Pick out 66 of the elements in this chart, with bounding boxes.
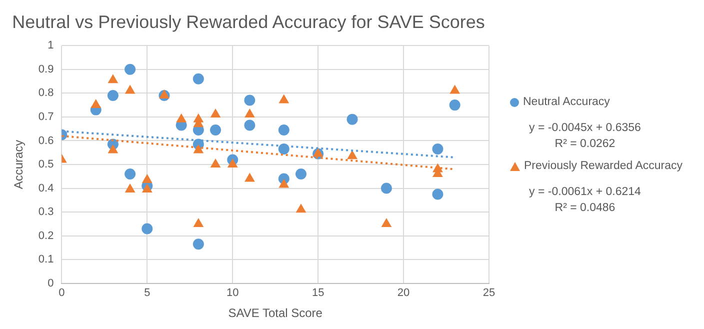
y-tick-label: 0.1 bbox=[38, 254, 54, 266]
y-tick-label: 0.8 bbox=[38, 87, 54, 100]
x-tick-label: 25 bbox=[482, 287, 496, 300]
y-tick-label: 0.5 bbox=[38, 158, 54, 171]
x-tick-label: 15 bbox=[312, 287, 324, 300]
text: y = -0.0045x + 0.6356 bbox=[528, 121, 642, 136]
point bbox=[176, 114, 186, 122]
point bbox=[278, 124, 290, 136]
point bbox=[449, 100, 460, 111]
y-tick-label: 0.4 bbox=[38, 182, 54, 194]
point bbox=[228, 159, 238, 168]
x-axis-title: SAVE Total Score bbox=[228, 306, 323, 320]
point bbox=[210, 124, 222, 136]
y-tick-label: 0.6 bbox=[38, 134, 54, 147]
point bbox=[210, 159, 220, 168]
point bbox=[432, 144, 444, 155]
point bbox=[159, 90, 170, 99]
point bbox=[192, 238, 204, 250]
point bbox=[346, 114, 358, 125]
point bbox=[380, 182, 392, 194]
legend-label: Previously Rewarded Accuracy bbox=[524, 160, 683, 172]
y-tick-label: 0.7 bbox=[38, 110, 54, 123]
y-tick-label: 1 bbox=[48, 40, 54, 52]
point bbox=[278, 144, 290, 155]
x-tick-label: 5 bbox=[144, 287, 150, 300]
text: y = -0.0061x + 0.6214 bbox=[528, 185, 642, 200]
y-tick-label: 0.3 bbox=[38, 206, 54, 218]
x-tick-label: 20 bbox=[397, 287, 410, 300]
point bbox=[124, 64, 136, 75]
y-tick-label: 0.9 bbox=[38, 63, 54, 76]
text: R² = 0.0486 bbox=[554, 201, 616, 216]
y-tick-label: 0.2 bbox=[38, 230, 54, 242]
chart-title: Neutral vs Previously Rewarded Accuracy for SAVE Scores bbox=[12, 12, 485, 32]
point bbox=[295, 168, 306, 180]
point bbox=[194, 144, 204, 154]
x-tick-label: 10 bbox=[226, 287, 239, 300]
point bbox=[108, 144, 118, 154]
point bbox=[313, 148, 323, 157]
point bbox=[192, 73, 204, 84]
point bbox=[244, 173, 255, 182]
point bbox=[107, 90, 118, 102]
point bbox=[244, 94, 256, 106]
x-tick-label: 0 bbox=[58, 287, 65, 300]
legend-label: Neutral Accuracy bbox=[523, 96, 610, 108]
point bbox=[91, 100, 101, 108]
point bbox=[450, 85, 460, 94]
text: R² = 0.0262 bbox=[554, 137, 616, 152]
point bbox=[124, 168, 136, 180]
point bbox=[142, 184, 152, 192]
point bbox=[244, 109, 255, 118]
point bbox=[194, 218, 204, 227]
point bbox=[296, 204, 306, 213]
point bbox=[347, 150, 358, 160]
point bbox=[432, 188, 444, 200]
point bbox=[142, 174, 152, 183]
point bbox=[125, 85, 135, 94]
point bbox=[244, 120, 256, 131]
point bbox=[279, 179, 289, 188]
point bbox=[382, 218, 392, 227]
y-tick-label: 0 bbox=[48, 277, 54, 290]
point bbox=[125, 184, 135, 192]
point bbox=[279, 94, 289, 104]
point bbox=[142, 223, 153, 234]
point bbox=[108, 74, 118, 84]
y-axis-title: Accuracy bbox=[12, 140, 26, 190]
point bbox=[210, 109, 220, 118]
